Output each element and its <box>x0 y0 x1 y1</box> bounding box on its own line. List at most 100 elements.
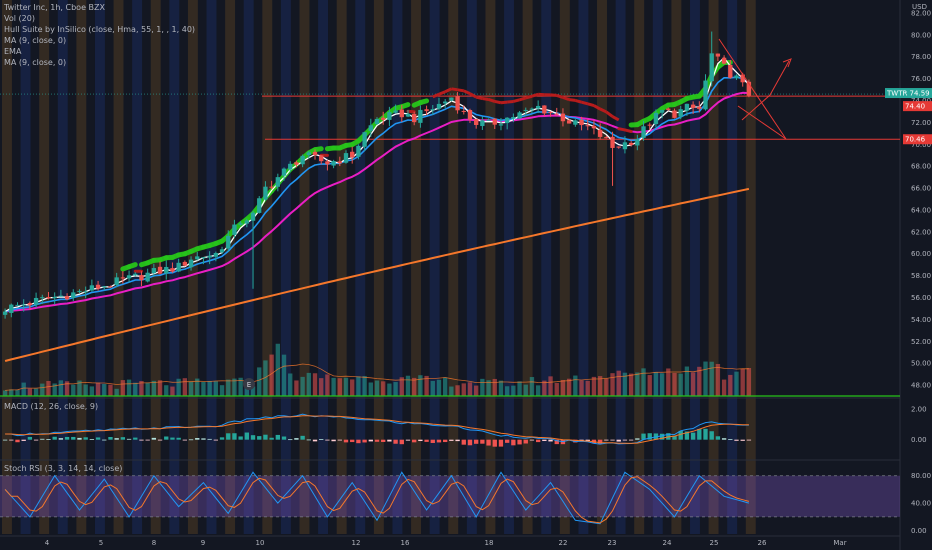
candle-body <box>535 105 541 109</box>
session-stripe <box>466 0 477 534</box>
hull-segment <box>500 100 508 105</box>
macd-histogram-bar <box>275 434 280 440</box>
volume-bar <box>622 372 628 396</box>
candle-body <box>46 296 51 299</box>
candle-body <box>64 296 70 300</box>
candle-body <box>71 292 76 298</box>
candle-body <box>455 96 460 111</box>
session-stripe <box>522 0 533 534</box>
legend-main: Twitter Inc, 1h, Cboe BZX Vol (20) Hull … <box>4 2 195 68</box>
candle-body <box>40 297 45 299</box>
price-tick-label: 76.00 <box>911 75 931 83</box>
hull-segment <box>593 104 601 111</box>
volume-bar <box>697 366 702 396</box>
macd-histogram-bar <box>15 439 20 443</box>
macd-histogram-bar <box>362 439 367 443</box>
volume-bar <box>740 369 745 396</box>
earnings-marker[interactable] <box>243 378 255 390</box>
macd-histogram-bar <box>529 439 535 441</box>
volume-bar <box>325 374 330 396</box>
time-tick-label: 23 <box>608 539 617 547</box>
volume-bar <box>108 384 113 396</box>
candle-body <box>257 198 262 213</box>
candle-body <box>678 109 683 117</box>
macd-histogram-bar <box>628 439 634 441</box>
volume-bar <box>418 375 423 396</box>
hull-segment <box>469 92 477 99</box>
session-stripe <box>504 0 514 534</box>
candle-body <box>374 118 380 124</box>
macd-histogram-bar <box>517 439 522 445</box>
hull-segment <box>531 92 539 98</box>
candle-body <box>461 110 466 112</box>
macd-histogram-bar <box>455 439 460 442</box>
candle-body <box>319 155 324 162</box>
volume-bar <box>511 385 516 396</box>
macd-histogram-bar <box>504 439 510 443</box>
volume-bar <box>523 384 528 396</box>
hull-segment <box>126 262 138 270</box>
macd-histogram-bar <box>83 437 88 440</box>
session-stripe <box>113 0 124 534</box>
volume-bar <box>95 382 101 396</box>
candle-body <box>653 112 659 125</box>
volume-bar <box>647 375 652 396</box>
candle-body <box>641 126 646 138</box>
volume-bar <box>424 375 429 396</box>
volume-bar <box>71 384 76 396</box>
macd-histogram-bar <box>393 439 398 444</box>
session-stripe <box>206 0 217 534</box>
session-stripe <box>727 0 738 534</box>
macd-histogram-bar <box>604 439 609 441</box>
ema-orange-line <box>4 187 750 362</box>
price-tick-label: 54.00 <box>911 316 931 324</box>
volume-bar <box>52 383 57 396</box>
hull-segment <box>488 98 496 103</box>
candle-body <box>635 139 640 146</box>
candle-body <box>436 103 442 109</box>
macd-histogram-bar <box>52 436 57 440</box>
macd-histogram-bar <box>659 433 665 440</box>
hull-segment <box>568 98 576 102</box>
volume-bar <box>715 363 721 396</box>
macd-histogram-bar <box>635 438 640 440</box>
volume-bar <box>653 371 659 396</box>
macd-histogram-bar <box>709 431 714 440</box>
candle-body <box>263 186 268 200</box>
macd-histogram-bar <box>381 439 386 442</box>
candle-body <box>715 53 721 57</box>
macd-histogram-bar <box>585 439 590 442</box>
volume-bar <box>393 382 398 396</box>
volume-bar <box>319 378 324 396</box>
volume-bar <box>21 382 26 396</box>
candle-body <box>542 105 547 114</box>
candle-body <box>362 132 367 147</box>
level-lower-badge-text: 70.46 <box>905 136 926 144</box>
volume-bar <box>412 377 417 396</box>
candle-body <box>275 177 280 187</box>
macd-histogram-bar <box>40 438 45 440</box>
time-tick-label: 4 <box>45 539 50 547</box>
candle-body <box>474 119 479 125</box>
candle-body <box>226 235 231 249</box>
legend-macd: MACD (12, 26, close, 9) <box>4 401 98 412</box>
hull-segment <box>519 96 527 102</box>
volume-bar <box>337 378 342 396</box>
candle-body <box>412 113 417 123</box>
candle-body <box>381 117 386 120</box>
macd-histogram-bar <box>436 439 442 443</box>
macd-histogram-bar <box>2 439 8 441</box>
candle-body <box>213 253 219 257</box>
volume-bar <box>703 361 708 396</box>
stoch-k-line <box>4 471 750 525</box>
macd-signal-line <box>5 415 749 444</box>
volume-bar <box>226 379 231 396</box>
session-stripe <box>559 0 570 534</box>
time-tick-label: 10 <box>256 539 265 547</box>
hull-segment <box>417 98 430 106</box>
candle-body <box>430 109 435 111</box>
volume-bar <box>449 386 454 396</box>
legend-ma1: MA (9, close, 0) <box>4 36 67 45</box>
session-stripe <box>169 0 180 534</box>
